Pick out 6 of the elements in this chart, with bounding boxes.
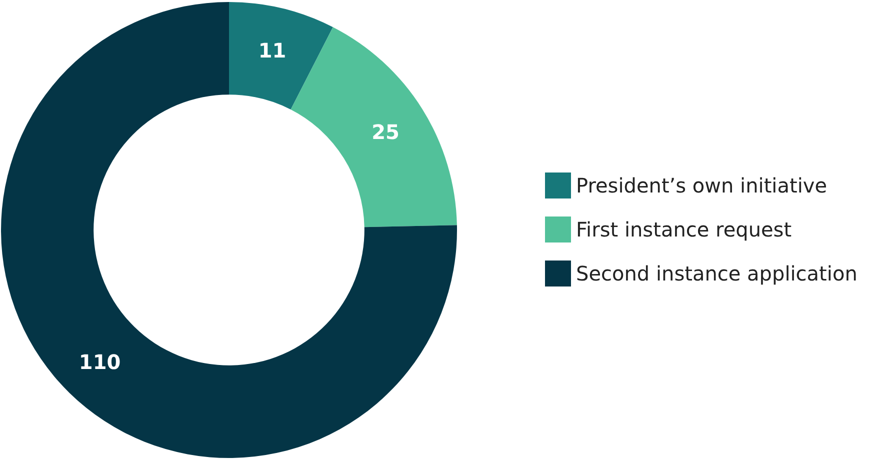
legend-label: President’s own initiative [576, 174, 828, 198]
legend-label: Second instance application [576, 262, 858, 286]
legend-label: First instance request [576, 218, 792, 242]
data-label: 110 [78, 350, 121, 374]
data-label: 11 [258, 38, 286, 62]
data-label: 25 [372, 120, 400, 144]
